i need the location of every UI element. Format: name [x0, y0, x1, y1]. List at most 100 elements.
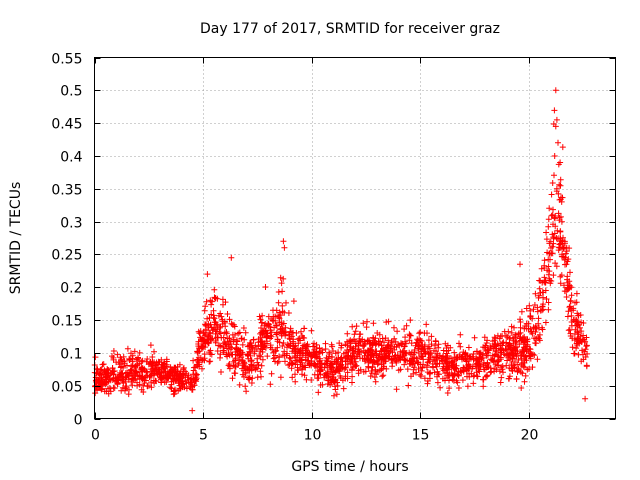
data-point — [126, 386, 132, 393]
data-point — [434, 350, 441, 357]
data-point — [279, 302, 286, 309]
data-point — [214, 326, 221, 333]
data-point — [273, 331, 280, 338]
data-point — [102, 373, 109, 380]
data-point — [457, 331, 464, 338]
data-point — [326, 349, 333, 356]
data-point — [287, 328, 294, 335]
data-point — [92, 390, 99, 397]
data-point — [288, 365, 295, 372]
data-point — [488, 368, 495, 375]
data-point — [543, 236, 550, 243]
data-point — [365, 364, 372, 371]
data-point — [294, 367, 301, 373]
data-point — [518, 308, 525, 315]
data-point — [417, 329, 424, 336]
data-point — [312, 361, 319, 368]
data-point — [298, 328, 304, 335]
data-point — [487, 343, 494, 350]
data-point — [183, 380, 190, 387]
data-point — [258, 338, 265, 344]
data-point — [494, 332, 501, 339]
data-point — [282, 358, 288, 365]
data-point — [401, 361, 408, 368]
data-point — [163, 356, 170, 363]
data-point — [487, 365, 494, 372]
data-point — [372, 378, 379, 385]
data-point — [252, 364, 259, 371]
data-point — [534, 308, 541, 315]
data-point — [224, 311, 231, 317]
data-point — [349, 353, 356, 360]
data-point — [469, 363, 476, 370]
data-point — [501, 328, 508, 335]
data-point — [226, 365, 233, 372]
data-point — [261, 340, 268, 347]
data-point — [542, 279, 549, 286]
data-point — [471, 334, 478, 341]
data-point — [428, 333, 435, 340]
data-point — [311, 371, 318, 378]
data-point — [323, 371, 330, 378]
data-point — [290, 298, 297, 305]
data-point — [545, 299, 552, 306]
data-point — [473, 373, 480, 380]
data-point — [467, 354, 474, 361]
data-point — [194, 348, 201, 355]
data-point — [225, 342, 232, 348]
data-point — [289, 348, 296, 355]
data-point — [521, 325, 528, 332]
data-point — [520, 341, 527, 348]
data-point — [556, 214, 563, 221]
data-point — [557, 240, 564, 247]
data-point — [508, 347, 515, 353]
data-point — [136, 349, 143, 356]
data-point — [407, 332, 414, 339]
data-point — [301, 325, 308, 332]
data-point — [568, 292, 575, 299]
data-point — [129, 358, 136, 365]
data-point — [158, 369, 165, 376]
data-point — [299, 345, 306, 352]
data-point — [481, 334, 488, 341]
data-point — [127, 367, 134, 374]
data-point — [393, 386, 400, 393]
data-point — [347, 344, 354, 351]
data-point — [496, 368, 503, 375]
data-point — [191, 364, 197, 371]
data-point — [338, 354, 345, 361]
data-point — [294, 358, 301, 365]
data-point — [144, 383, 151, 390]
y-axis-label: SRMTID / TECUs — [8, 182, 24, 295]
data-point — [383, 365, 390, 372]
data-point — [492, 351, 499, 358]
data-point — [459, 377, 466, 384]
y-tick-label: 0.5 — [60, 84, 82, 100]
data-point — [429, 363, 436, 370]
data-point — [407, 317, 414, 324]
data-point — [331, 358, 338, 365]
data-point — [434, 379, 441, 386]
data-point — [355, 349, 362, 355]
data-point — [94, 366, 101, 373]
data-point — [549, 211, 556, 218]
x-axis-label: GPS time / hours — [291, 459, 408, 475]
data-point — [555, 210, 562, 217]
y-tick-label: 0.45 — [51, 117, 82, 133]
data-point — [122, 374, 129, 381]
data-point — [432, 342, 438, 349]
data-point — [561, 282, 567, 289]
data-point — [324, 381, 331, 387]
data-point — [350, 350, 357, 357]
data-point — [567, 269, 573, 276]
data-point — [325, 377, 332, 384]
data-point — [571, 350, 578, 357]
data-point — [573, 299, 580, 306]
data-point — [480, 383, 487, 390]
data-point — [121, 358, 128, 365]
data-point — [484, 373, 491, 380]
data-point — [281, 244, 288, 251]
data-point — [545, 263, 552, 270]
data-point — [441, 360, 448, 367]
data-point — [262, 320, 269, 327]
